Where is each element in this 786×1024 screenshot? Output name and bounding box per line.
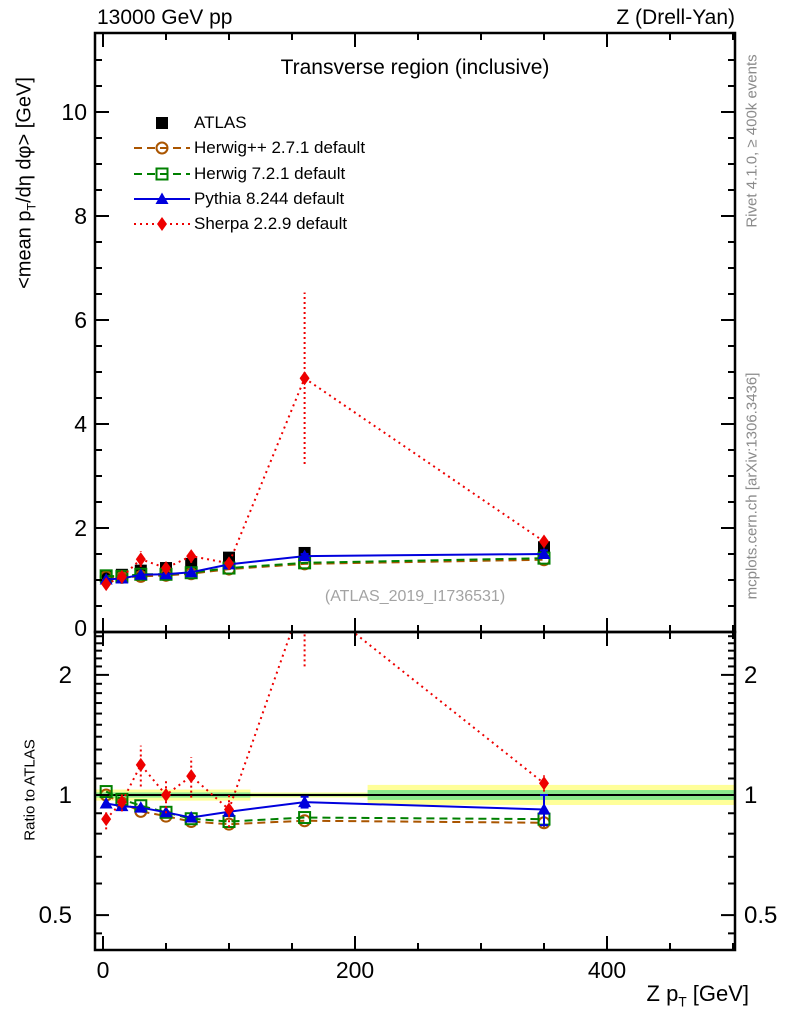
legend-marker-atlas — [156, 117, 168, 129]
svg-text:2: 2 — [744, 662, 757, 689]
analysis-id-watermark: (ATLAS_2019_I1736531) — [324, 588, 506, 605]
panel-frames — [93, 31, 737, 952]
svg-text:1: 1 — [744, 782, 757, 809]
legend-marker-pythia — [134, 192, 190, 204]
plot-title: Transverse region (inclusive) — [280, 56, 550, 79]
legend-item-herwig7: Herwig 7.2.1 default — [194, 164, 346, 183]
legend-marker-herwig7 — [134, 167, 190, 181]
svg-text:0.5: 0.5 — [39, 902, 72, 929]
svg-text:2: 2 — [74, 515, 87, 541]
process-label: Z (Drell-Yan) — [616, 6, 735, 29]
svg-text:0: 0 — [74, 615, 87, 641]
beam-energy-label: 13000 GeV pp — [97, 6, 233, 29]
svg-text:200: 200 — [336, 957, 374, 983]
svg-text:1: 1 — [59, 782, 72, 809]
legend-marker-sherpa — [134, 217, 190, 231]
legend-item-pythia: Pythia 8.244 default — [194, 189, 345, 208]
svg-text:8: 8 — [74, 203, 87, 229]
legend-item-herwigpp: Herwig++ 2.7.1 default — [194, 138, 366, 157]
svg-text:2: 2 — [59, 662, 72, 689]
svg-text:0: 0 — [97, 957, 110, 983]
svg-text:10: 10 — [61, 99, 87, 125]
svg-text:6: 6 — [74, 307, 87, 333]
legend-item-atlas: ATLAS — [194, 113, 247, 132]
main-y-axis-title: <mean pT/dη dφ> [GeV] — [13, 77, 39, 289]
legend-marker-herwigpp — [134, 141, 190, 155]
ratio-y-axis-title: Ratio to ATLAS — [21, 739, 39, 841]
mcplots-reference-note: mcplots.cern.ch [arXiv:1306.3436] — [743, 372, 761, 600]
rivet-version-note: Rivet 4.1.0, ≥ 400k events — [743, 54, 761, 228]
svg-text:0.5: 0.5 — [744, 902, 777, 929]
x-axis-title: Z pT [GeV] — [646, 981, 749, 1010]
legend-item-sherpa: Sherpa 2.2.9 default — [194, 214, 348, 233]
svg-text:400: 400 — [588, 957, 626, 983]
svg-text:4: 4 — [74, 411, 87, 437]
series-ratio-sherpa — [101, 632, 549, 830]
series-main-sherpa — [101, 292, 549, 592]
axis-ticks — [95, 33, 735, 950]
